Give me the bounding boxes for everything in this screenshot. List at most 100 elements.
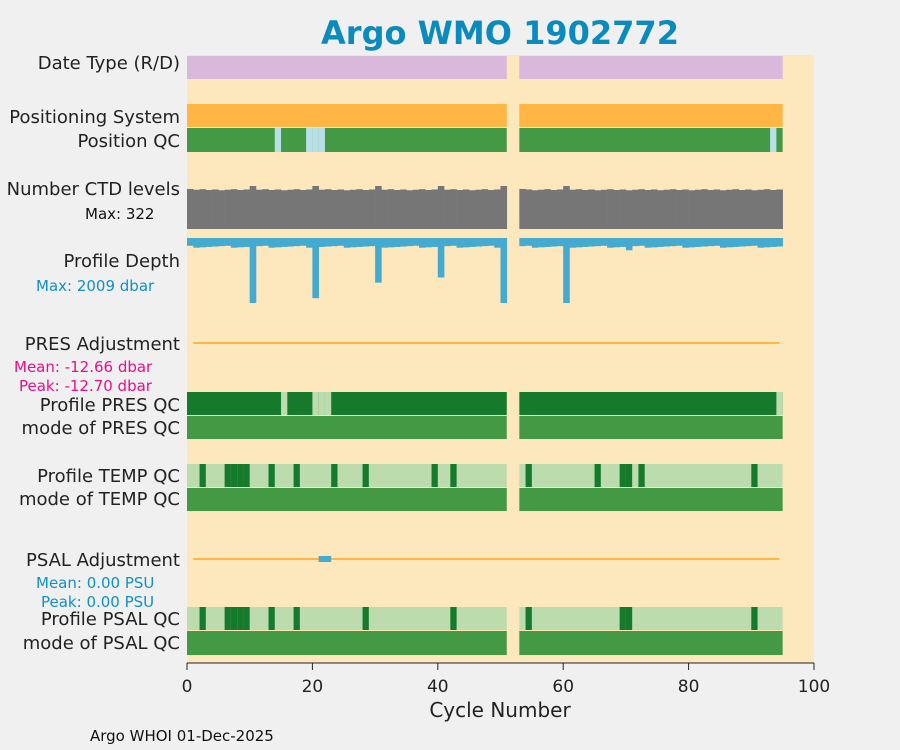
- position-qc-bar-cycle-21: [318, 128, 325, 152]
- profile-temp-qc-bar-cycle-90: [751, 464, 758, 487]
- x-tick-label-60: 60: [552, 677, 574, 697]
- profile-depth-bar-50: [500, 238, 508, 303]
- ctd-level-bar-45: [469, 190, 476, 229]
- profile-psal-qc-bar-cycle-28: [362, 607, 369, 630]
- label-profile-psal-qc: Profile PSAL QC: [41, 609, 180, 630]
- profile-depth-bar-7: [230, 238, 238, 248]
- ctd-level-bar-35: [406, 190, 414, 229]
- profile-depth-bar-47: [481, 238, 489, 247]
- ctd-level-bar-68: [613, 190, 620, 229]
- ctd-level-bar-17: [293, 189, 301, 229]
- profile-depth-bar-70: [625, 238, 633, 251]
- profile-depth-bar-80: [688, 238, 696, 248]
- ctd-level-bar-56: [538, 189, 545, 229]
- position-qc-bar-seg-0: [187, 128, 507, 152]
- ctd-level-bar-93: [770, 190, 777, 229]
- ctd-level-bar-48: [487, 190, 495, 229]
- ctd-level-bar-81: [694, 189, 702, 229]
- profile-depth-bar-2: [199, 238, 207, 248]
- position-qc-bar-seg-1: [519, 128, 783, 152]
- label-date-type: Date Type (R/D): [38, 53, 180, 74]
- profile-depth-bar-75: [657, 238, 664, 247]
- profile-depth-bar-46: [475, 238, 482, 247]
- mode-pres-qc-bar-seg-1: [519, 416, 783, 439]
- profile-depth-bar-66: [600, 238, 608, 246]
- profile-depth-bar-55: [531, 238, 539, 248]
- label-psal-adjustment: PSAL Adjustment: [26, 550, 180, 571]
- ctd-level-bar-8: [237, 190, 244, 229]
- profile-depth-bar-25: [343, 238, 351, 248]
- profile-depth-bar-83: [707, 238, 714, 247]
- ctd-level-bar-74: [650, 189, 658, 229]
- profile-temp-qc-bar-cycle-13: [268, 464, 275, 487]
- profile-depth-bar-40: [437, 238, 445, 278]
- label-position-qc: Position QC: [77, 131, 180, 152]
- positioning-system-bar-seg-1: [519, 104, 783, 127]
- ctd-level-bar-29: [368, 189, 376, 229]
- position-qc-bar-cycle-14: [274, 128, 282, 152]
- profile-depth-bar-16: [287, 238, 294, 247]
- profile-depth-bar-36: [412, 238, 420, 246]
- ctd-level-bar-39: [431, 189, 439, 229]
- profile-depth-bar-76: [663, 238, 671, 247]
- chart-marks: [187, 56, 783, 655]
- profile-depth-bar-34: [400, 238, 407, 247]
- profile-pres-qc-bar-cycle-15: [281, 392, 288, 415]
- profile-depth-bar-59: [556, 238, 564, 247]
- profile-depth-bar-30: [375, 238, 382, 283]
- profile-psal-qc-bar-cycle-70: [625, 607, 633, 630]
- ctd-level-bar-60: [563, 186, 570, 229]
- ctd-level-bar-89: [745, 189, 752, 229]
- profile-depth-bar-44: [462, 238, 470, 248]
- profile-depth-bar-17: [293, 238, 301, 247]
- profile-temp-qc-bar-cycle-42: [450, 464, 457, 487]
- ctd-level-bar-25: [343, 190, 351, 229]
- profile-depth-bar-27: [356, 238, 363, 247]
- ctd-level-bar-76: [663, 189, 671, 229]
- ctd-max-annotation: Max: 322: [85, 205, 154, 223]
- ctd-level-bar-72: [638, 189, 646, 229]
- ctd-level-bar-63: [582, 190, 589, 229]
- ctd-level-bar-1: [193, 189, 200, 229]
- mode-psal-qc-bar-seg-0: [187, 631, 507, 655]
- ctd-level-bar-12: [262, 189, 269, 229]
- profile-temp-qc-bar-seg-1: [519, 464, 783, 487]
- ctd-level-bar-34: [400, 189, 407, 229]
- ctd-level-bar-0: [187, 188, 194, 229]
- ctd-level-bar-21: [318, 189, 326, 229]
- profile-temp-qc-bar-cycle-23: [331, 464, 338, 487]
- profile-depth-bar-8: [237, 238, 244, 248]
- ctd-level-bar-6: [224, 189, 232, 229]
- ctd-level-bar-79: [682, 189, 689, 229]
- ctd-level-bar-66: [600, 189, 608, 229]
- ctd-level-bar-20: [312, 186, 319, 229]
- profile-depth-bar-62: [575, 238, 583, 248]
- ctd-level-bar-2: [199, 189, 207, 229]
- profile-temp-qc-bar-cycle-65: [594, 464, 601, 487]
- ctd-level-bar-82: [701, 189, 708, 229]
- ctd-level-bar-30: [375, 186, 382, 229]
- plot-background: [187, 55, 814, 663]
- ctd-level-bar-5: [218, 190, 225, 229]
- profile-pres-qc-bar-cycle-22: [324, 392, 332, 415]
- profile-temp-qc-bar-cycle-7: [230, 464, 238, 487]
- ctd-level-bar-27: [356, 189, 363, 229]
- profile-temp-qc-bar-cycle-69: [619, 464, 626, 487]
- profile-depth-bar-73: [644, 238, 652, 248]
- ctd-level-bar-42: [450, 189, 457, 229]
- profile-temp-qc-bar-cycle-17: [293, 464, 300, 487]
- profile-depth-bar-6: [224, 238, 232, 246]
- profile-temp-qc-bar-cycle-72: [638, 464, 645, 487]
- ctd-level-bar-71: [632, 189, 639, 229]
- ctd-level-bar-16: [287, 189, 294, 229]
- profile-pres-qc-bar-cycle-94: [776, 392, 783, 415]
- profile-depth-bar-77: [669, 238, 677, 247]
- profile-temp-qc-bar-cycle-28: [362, 464, 369, 487]
- profile-depth-bar-69: [619, 238, 627, 247]
- ctd-level-bar-38: [425, 190, 432, 229]
- profile-depth-bar-42: [450, 238, 457, 246]
- profile-temp-qc-bar-seg-0: [187, 464, 507, 487]
- profile-depth-bar-91: [757, 238, 765, 248]
- ctd-level-bar-67: [607, 189, 614, 229]
